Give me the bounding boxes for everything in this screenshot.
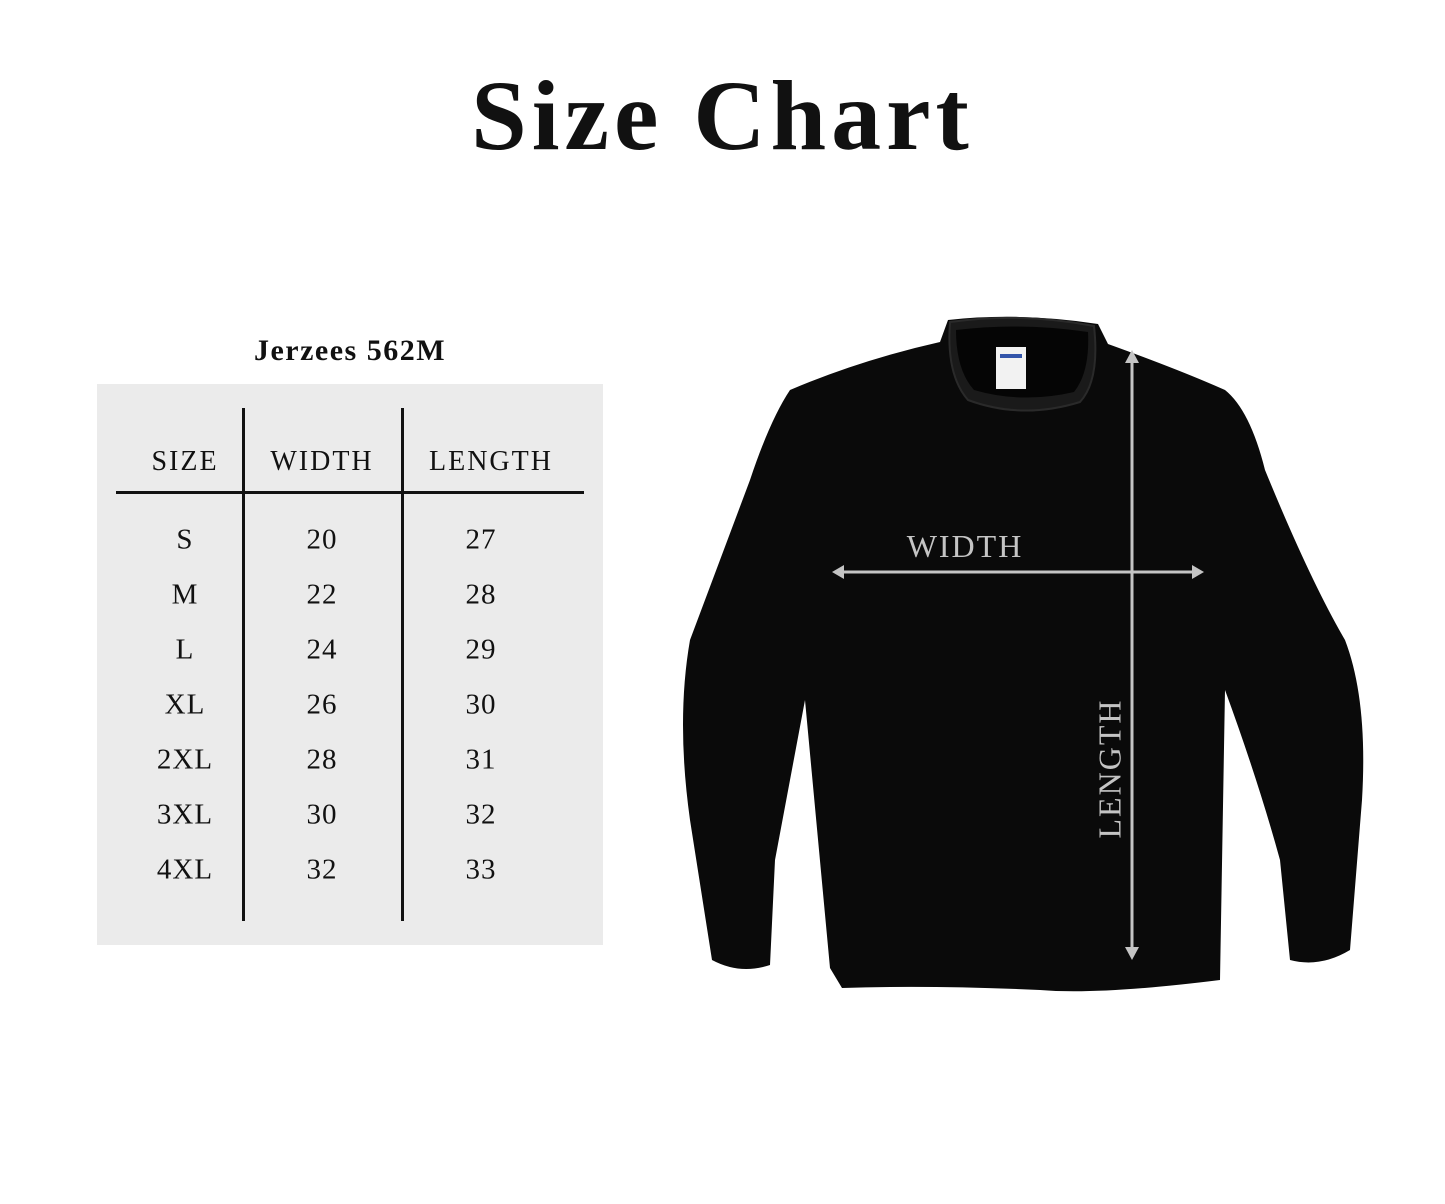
table-cell: 32	[465, 798, 497, 831]
width-label: WIDTH	[906, 528, 1024, 564]
table-cell: 27	[465, 523, 497, 556]
length-label: LENGTH	[1091, 698, 1128, 839]
table-cell: L	[175, 633, 195, 666]
column-header: SIZE	[151, 446, 219, 477]
size-table-background	[97, 384, 603, 945]
table-cell: M	[171, 578, 199, 611]
table-cell: 26	[306, 688, 338, 721]
table-cell: 31	[465, 743, 497, 776]
table-cell: 22	[306, 578, 338, 611]
column-header: LENGTH	[429, 446, 553, 477]
model-name: Jerzees 562M	[253, 334, 447, 367]
page-title: Size Chart	[471, 60, 974, 171]
width-arrow	[832, 565, 1204, 579]
sweatshirt-body	[683, 316, 1364, 992]
table-divider	[242, 408, 245, 921]
column-header: WIDTH	[270, 446, 374, 477]
table-cell: 28	[465, 578, 497, 611]
length-arrow	[1125, 350, 1139, 960]
table-cell: 29	[465, 633, 497, 666]
table-cell: 30	[465, 688, 497, 721]
table-cell: S	[176, 523, 194, 556]
table-cell: 4XL	[156, 853, 214, 886]
table-cell: 24	[306, 633, 338, 666]
table-cell: 3XL	[156, 798, 214, 831]
table-cell: 2XL	[156, 743, 214, 776]
table-cell: XL	[164, 688, 206, 721]
garment-tag	[996, 347, 1026, 389]
table-cell: 20	[306, 523, 338, 556]
table-header-divider	[116, 491, 584, 494]
table-divider	[401, 408, 404, 921]
table-cell: 33	[465, 853, 497, 886]
table-cell: 32	[306, 853, 338, 886]
table-cell: 30	[306, 798, 338, 831]
table-cell: 28	[306, 743, 338, 776]
